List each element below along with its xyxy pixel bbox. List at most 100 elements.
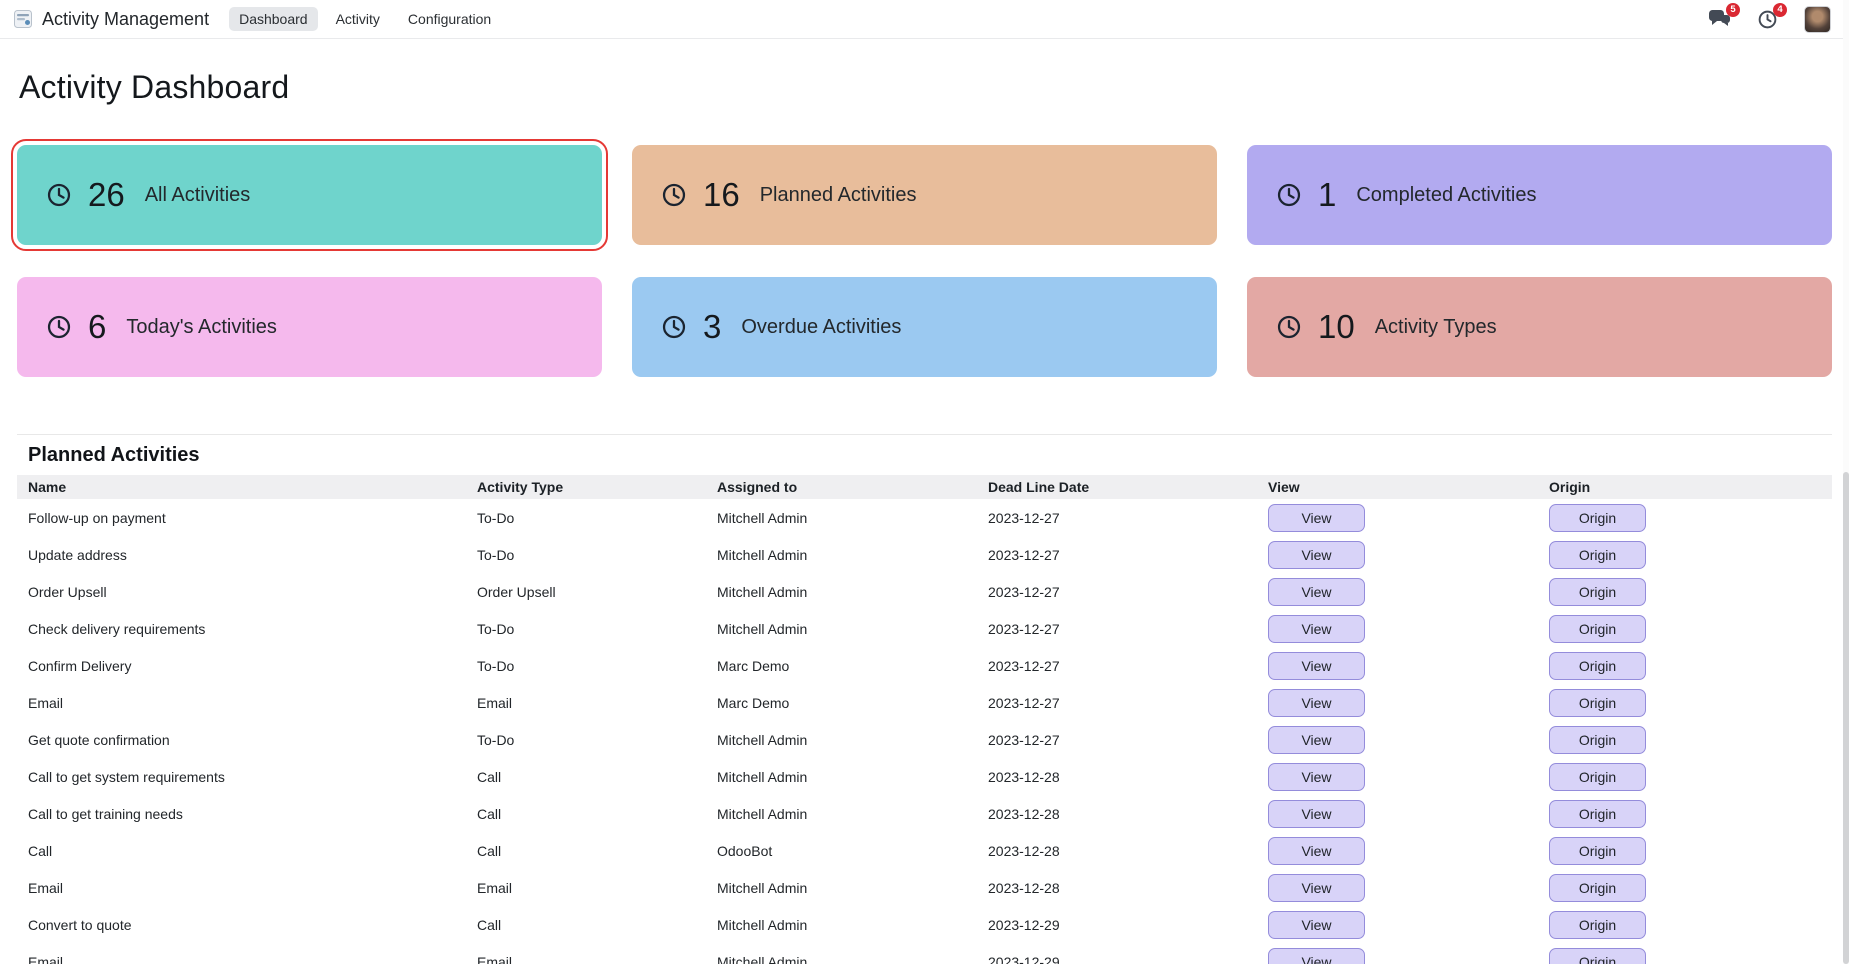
activity-name-cell: Check delivery requirements: [28, 620, 206, 637]
vertical-scrollbar[interactable]: [1843, 0, 1849, 964]
assigned-to-cell: Marc Demo: [717, 657, 790, 674]
stat-label: Overdue Activities: [741, 315, 902, 338]
view-button[interactable]: View: [1268, 651, 1365, 680]
view-button[interactable]: View: [1268, 540, 1365, 569]
menu-item-configuration[interactable]: Configuration: [407, 11, 492, 27]
view-button[interactable]: View: [1268, 688, 1365, 717]
view-cell: View: [1257, 499, 1538, 536]
origin-cell: Origin: [1538, 906, 1832, 943]
origin-cell: Origin: [1538, 795, 1832, 832]
origin-button[interactable]: Origin: [1549, 688, 1646, 717]
menu-item-dashboard[interactable]: Dashboard: [229, 7, 318, 31]
assigned-to-cell: Mitchell Admin: [717, 731, 808, 748]
view-button[interactable]: View: [1268, 947, 1365, 964]
assigned-to-cell: Mitchell Admin: [717, 620, 808, 637]
table-row: Order Upsell Order Upsell Mitchell Admin 20…: [17, 573, 1832, 610]
table-row: Update address To-Do Mitchell Admin 2023-12…: [17, 536, 1832, 573]
view-cell: View: [1257, 869, 1538, 906]
deadline-cell: 2023-12-27: [988, 620, 1060, 637]
origin-button[interactable]: Origin: [1549, 503, 1646, 532]
view-cell: View: [1257, 573, 1538, 610]
origin-cell: Origin: [1538, 869, 1832, 906]
deadline-cell: 2023-12-27: [988, 546, 1060, 563]
stat-count: 1: [1318, 176, 1337, 213]
origin-button[interactable]: Origin: [1549, 947, 1646, 964]
activity-name-cell: Email: [28, 879, 64, 896]
activity-type-cell: Email: [477, 879, 513, 896]
stat-card-overdue-activities[interactable]: 3 Overdue Activities: [632, 277, 1217, 377]
messages-icon[interactable]: 5: [1708, 3, 1740, 29]
view-button[interactable]: View: [1268, 614, 1365, 643]
stat-card-activity-types[interactable]: 10 Activity Types: [1247, 277, 1832, 377]
scrollbar-thumb[interactable]: [1843, 472, 1849, 964]
activity-type-cell: To-Do: [477, 657, 515, 674]
column-header-assigned-to: Assigned to: [706, 475, 977, 499]
assigned-to-cell: Marc Demo: [717, 694, 790, 711]
origin-button[interactable]: Origin: [1549, 540, 1646, 569]
menu-item-activity[interactable]: Activity: [335, 11, 380, 27]
view-button[interactable]: View: [1268, 873, 1365, 902]
origin-cell: Origin: [1538, 832, 1832, 869]
origin-button[interactable]: Origin: [1549, 910, 1646, 939]
view-cell: View: [1257, 684, 1538, 721]
origin-cell: Origin: [1538, 499, 1832, 536]
page-title: Activity Dashboard: [19, 69, 290, 105]
origin-button[interactable]: Origin: [1549, 836, 1646, 865]
app-icon[interactable]: [14, 10, 32, 28]
view-button[interactable]: View: [1268, 799, 1365, 828]
origin-button[interactable]: Origin: [1549, 651, 1646, 680]
activity-type-cell: To-Do: [477, 620, 515, 637]
assigned-to-cell: Mitchell Admin: [717, 805, 808, 822]
activity-name-cell: Call: [28, 842, 53, 859]
view-button[interactable]: View: [1268, 503, 1365, 532]
activity-type-cell: Call: [477, 842, 502, 859]
topbar-right: 5 4: [1708, 2, 1831, 33]
stat-card-completed-activities[interactable]: 1 Completed Activities: [1247, 145, 1832, 245]
view-cell: View: [1257, 647, 1538, 684]
app-title[interactable]: Activity Management: [42, 8, 210, 29]
origin-button[interactable]: Origin: [1549, 577, 1646, 606]
messages-badge: 5: [1726, 3, 1740, 17]
origin-button[interactable]: Origin: [1549, 725, 1646, 754]
assigned-to-cell: Mitchell Admin: [717, 916, 808, 933]
origin-button[interactable]: Origin: [1549, 762, 1646, 791]
stat-card-planned-activities[interactable]: 16 Planned Activities: [632, 145, 1217, 245]
column-header-activity-type: Activity Type: [466, 475, 706, 499]
planned-activities-section: Planned Activities Name Activity Type Assi…: [17, 434, 1832, 964]
origin-cell: Origin: [1538, 647, 1832, 684]
column-header-name: Name: [17, 475, 466, 499]
view-button[interactable]: View: [1268, 910, 1365, 939]
origin-button[interactable]: Origin: [1549, 799, 1646, 828]
origin-button[interactable]: Origin: [1549, 614, 1646, 643]
view-cell: View: [1257, 795, 1538, 832]
activity-type-cell: Call: [477, 805, 502, 822]
view-button[interactable]: View: [1268, 762, 1365, 791]
view-cell: View: [1257, 832, 1538, 869]
activity-type-cell: Call: [477, 768, 502, 785]
activity-type-cell: Email: [477, 694, 513, 711]
view-cell: View: [1257, 758, 1538, 795]
view-button[interactable]: View: [1268, 836, 1365, 865]
stat-card-today-s-activities[interactable]: 6 Today's Activities: [17, 277, 602, 377]
stat-label: Activity Types: [1374, 315, 1497, 338]
stat-label: Planned Activities: [759, 183, 917, 206]
deadline-cell: 2023-12-29: [988, 953, 1060, 964]
view-button[interactable]: View: [1268, 725, 1365, 754]
activities-badge: 4: [1773, 2, 1787, 17]
view-button[interactable]: View: [1268, 577, 1365, 606]
stat-count: 6: [88, 308, 107, 345]
origin-cell: Origin: [1538, 721, 1832, 758]
view-cell: View: [1257, 536, 1538, 573]
origin-button[interactable]: Origin: [1549, 873, 1646, 902]
activity-name-cell: Confirm Delivery: [28, 657, 132, 674]
assigned-to-cell: Mitchell Admin: [717, 509, 808, 526]
stat-count: 16: [703, 176, 740, 213]
activity-name-cell: Call to get system requirements: [28, 768, 225, 785]
stat-card-all-activities[interactable]: 26 All Activities: [11, 139, 608, 251]
deadline-cell: 2023-12-28: [988, 879, 1060, 896]
deadline-cell: 2023-12-29: [988, 916, 1060, 933]
activities-clock-icon[interactable]: 4: [1757, 2, 1787, 30]
activity-name-cell: Call to get training needs: [28, 805, 183, 822]
user-avatar[interactable]: [1804, 5, 1831, 33]
clock-icon: [661, 182, 687, 208]
